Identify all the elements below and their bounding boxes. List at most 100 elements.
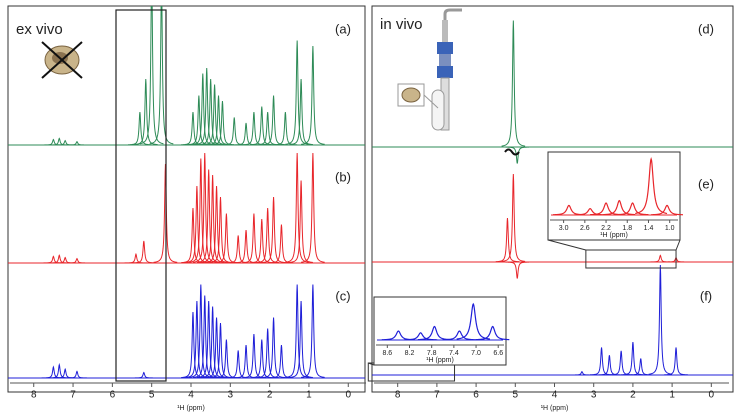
x-tick-label: 1: [669, 390, 675, 401]
trace-label: (b): [335, 169, 351, 184]
inset-tick-label: 7.0: [471, 350, 481, 357]
inset-tick-label: 8.6: [382, 350, 392, 357]
peak: [570, 371, 594, 376]
inset-frame: [373, 296, 507, 366]
peak: [289, 300, 313, 378]
x-tick-label: 2: [267, 390, 273, 401]
inset-tick-label: 7.4: [449, 350, 459, 357]
trace-label: (c): [335, 288, 350, 303]
peak: [495, 217, 520, 263]
peak: [269, 224, 294, 264]
peak: [124, 252, 148, 264]
peak: [285, 284, 310, 378]
x-tick-label: 4: [552, 390, 558, 401]
peak: [501, 173, 526, 262]
x-tick-label: 3: [228, 390, 234, 401]
x-tick-label: 3: [591, 390, 597, 401]
inset-tick-label: 1.0: [665, 225, 675, 232]
peak: [194, 67, 219, 145]
peak: [196, 300, 221, 378]
peak: [208, 322, 233, 379]
peak: [269, 344, 294, 379]
x-tick-label: 7: [70, 390, 76, 401]
peak: [65, 370, 89, 379]
peak: [501, 20, 526, 147]
peak: [285, 152, 310, 263]
panel-left: [8, 6, 365, 379]
x-tick-label: 0: [345, 390, 351, 401]
peak: [301, 45, 325, 145]
peak: [621, 341, 645, 376]
peak: [609, 350, 633, 376]
inset-peak: [651, 204, 683, 216]
inset-axis-label: ¹H (ppm): [600, 232, 628, 239]
peak: [204, 185, 229, 263]
x-axis-label: ¹H (ppm): [541, 405, 569, 412]
peak: [301, 284, 325, 378]
peak: [204, 317, 229, 379]
x-tick-label: 2: [630, 390, 636, 401]
peak: [210, 100, 235, 146]
x-tick-label: 6: [110, 390, 116, 401]
inset-tick-label: 2.2: [601, 225, 611, 232]
inset-tick-label: 8.2: [405, 350, 415, 357]
peak: [289, 180, 313, 263]
peak: [648, 254, 673, 263]
trace-label: (a): [335, 21, 351, 36]
peak: [192, 152, 217, 263]
panel-frame: [371, 5, 734, 393]
peak: [139, 6, 164, 145]
panel-frame: [7, 5, 366, 393]
panel-title: in vivo: [380, 16, 423, 33]
peak: [597, 355, 622, 376]
peak: [65, 257, 89, 264]
peak: [133, 78, 158, 146]
x-tick-label: 5: [149, 390, 155, 401]
inset-tick-label: 7.8: [427, 350, 437, 357]
inset-tick-label: 1.8: [622, 225, 632, 232]
inset-peak: [403, 332, 438, 341]
x-tick-label: 5: [513, 390, 519, 401]
peak: [132, 240, 156, 264]
peak: [505, 261, 530, 279]
peak: [196, 169, 221, 263]
inset-peak: [476, 325, 510, 341]
peak: [628, 358, 653, 376]
peak: [128, 111, 152, 146]
trace-label: (f): [700, 288, 712, 303]
inset-peak: [616, 202, 649, 216]
x-tick-label: 0: [709, 390, 715, 401]
panel-right: [372, 20, 733, 376]
x-tick-label: 8: [395, 390, 401, 401]
highlight-box: [115, 9, 167, 382]
zoom-region: [367, 362, 456, 382]
inset-tick-label: 6.6: [493, 350, 503, 357]
peak: [505, 146, 530, 164]
inset-tick-label: 1.4: [644, 225, 654, 232]
peak: [261, 95, 286, 146]
peak: [273, 111, 298, 146]
connector: [368, 362, 375, 366]
probe-icon: [397, 8, 462, 131]
peak: [198, 78, 223, 146]
inset-peak: [456, 302, 490, 340]
connector: [675, 239, 681, 251]
peak: [261, 317, 286, 379]
peak: [149, 6, 174, 145]
x-tick-label: 1: [306, 390, 312, 401]
inset-tick-label: 2.6: [580, 225, 590, 232]
peak: [648, 264, 673, 375]
peak: [214, 213, 239, 264]
peak: [261, 196, 286, 264]
trace-label: (d): [698, 21, 714, 36]
peak: [202, 84, 227, 146]
peak: [132, 371, 156, 379]
peak: [249, 106, 274, 146]
peak: [65, 141, 89, 146]
zoom-region: [585, 249, 677, 269]
connector: [547, 239, 586, 251]
inset-peak: [574, 207, 607, 216]
peak: [301, 152, 325, 263]
inset-frame: [547, 151, 681, 241]
embryo-icon: [41, 41, 83, 79]
